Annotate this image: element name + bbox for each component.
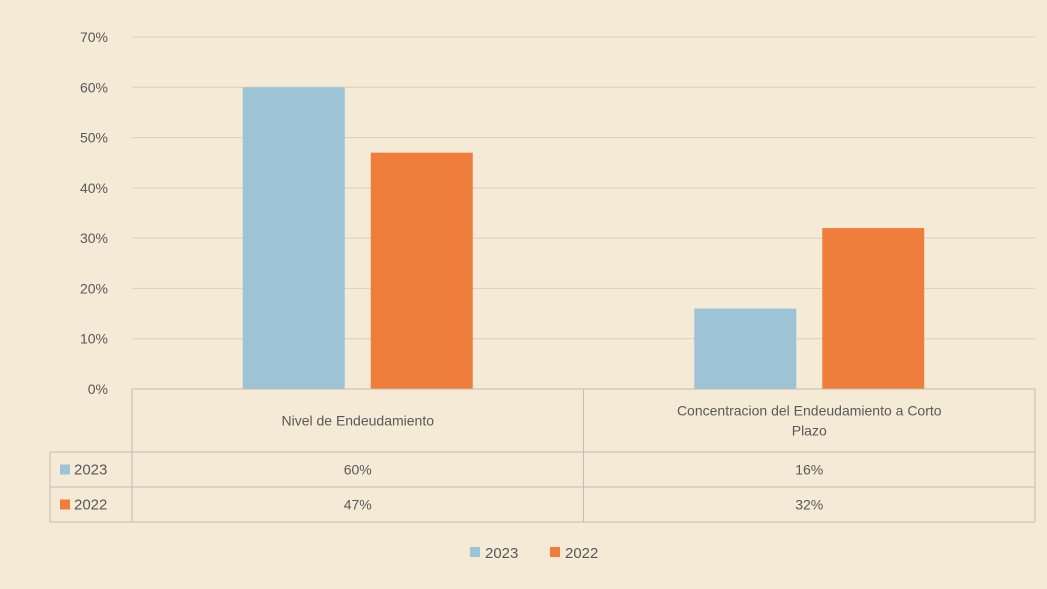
y-tick-label: 20% (80, 280, 108, 296)
bar-2023-1 (242, 87, 345, 390)
category-label: Plazo (792, 423, 827, 439)
legend: 2023 2022 (470, 545, 598, 562)
y-tick-label: 0% (88, 381, 108, 397)
y-tick-label: 30% (80, 230, 108, 246)
y-axis-ticks: 0% 10% 20% 30% 40% 50% 60% 70% (80, 29, 108, 397)
legend-key-2023 (470, 547, 480, 557)
bar-2022-1 (370, 152, 473, 389)
legend-key-2022 (550, 547, 560, 557)
data-label: 47% (344, 497, 372, 513)
data-label: 32% (795, 497, 823, 513)
table-legend-key-2023 (60, 464, 70, 475)
y-tick-label: 10% (80, 331, 108, 347)
data-label: 60% (344, 462, 372, 478)
bar-2022-2 (822, 228, 925, 389)
y-tick-label: 50% (80, 130, 108, 146)
y-tick-label: 70% (80, 29, 108, 45)
data-label: 16% (795, 462, 823, 478)
legend-label: 2023 (485, 545, 518, 562)
bar-2023-2 (694, 308, 797, 389)
category-label: Concentracion del Endeudamiento a Corto (677, 403, 942, 419)
y-tick-label: 60% (80, 79, 108, 95)
table-series-name: 2023 (74, 462, 107, 479)
table-legend-key-2022 (60, 499, 70, 510)
data-table: Nivel de Endeudamiento Concentracion del … (49, 388, 1036, 523)
category-label: Nivel de Endeudamiento (281, 413, 434, 429)
table-series-name: 2022 (74, 497, 107, 514)
bars (242, 87, 925, 390)
legend-label: 2022 (565, 545, 598, 562)
y-tick-label: 40% (80, 180, 108, 196)
